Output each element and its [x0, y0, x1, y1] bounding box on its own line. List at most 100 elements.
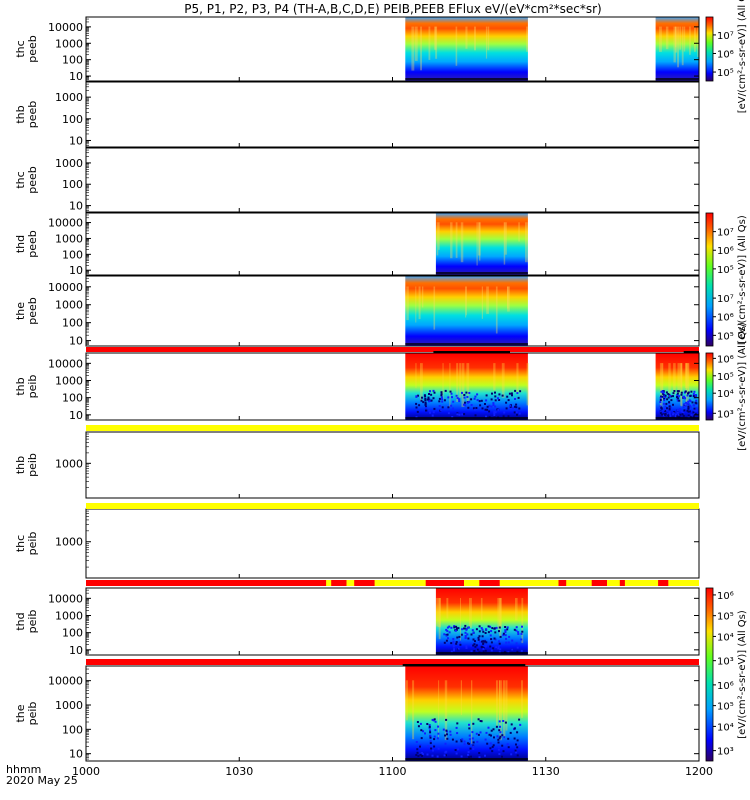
speckle — [680, 391, 683, 394]
colorbar-strip — [705, 212, 714, 347]
spectrum-streak — [433, 286, 436, 330]
speckle — [517, 396, 520, 399]
spectrum-streak — [435, 26, 438, 59]
speckle — [433, 735, 436, 738]
speckle — [682, 406, 685, 409]
speckle — [492, 744, 495, 747]
speckle — [687, 400, 690, 403]
y-tick-label: 1000 — [55, 536, 83, 549]
speckle — [484, 754, 486, 757]
speckle — [468, 756, 471, 759]
speckle — [518, 745, 521, 748]
speckle — [424, 403, 427, 406]
cb-electron-2: 10⁷ 10⁶ 10⁵ 10⁷ 10⁶ 10⁵ [eV/(cm²-s-sr-eV)] (Al… — [705, 212, 748, 347]
speckle — [684, 404, 687, 407]
speckle — [506, 743, 509, 746]
speckle — [509, 731, 512, 734]
speckle — [665, 412, 668, 415]
speckle — [490, 405, 493, 408]
speckle — [503, 736, 506, 739]
panel-thb-peib: 10000 1000 100 10 thbpeib — [14, 352, 700, 422]
speckle — [469, 747, 472, 750]
speckle — [520, 632, 523, 635]
speckle — [504, 626, 507, 628]
panel-frame — [85, 587, 700, 656]
speckle — [443, 633, 446, 636]
colorbar-tick-label: 10⁴ — [717, 722, 734, 733]
spectrum-streak — [414, 26, 418, 61]
speckle — [505, 637, 507, 640]
y-tick-label: 1000 — [55, 457, 83, 470]
speckle — [661, 395, 664, 398]
speckle — [516, 746, 519, 749]
speckle — [682, 412, 685, 415]
spectrum-streak — [460, 680, 462, 715]
speckle — [464, 401, 466, 404]
spectrum-streak — [418, 286, 421, 320]
speckle — [668, 408, 671, 411]
panels-layer: 10000100010010thcpeeb100010010thbpeeb100… — [14, 16, 700, 762]
speckle — [676, 415, 679, 418]
speckle — [687, 415, 690, 418]
speckle — [502, 415, 505, 418]
spectrum-streak — [455, 222, 458, 258]
spectrum-streak — [411, 26, 415, 71]
panel-probe: the — [14, 302, 27, 320]
speckle — [430, 399, 433, 402]
speckle — [687, 402, 690, 405]
speckle — [502, 750, 505, 753]
speckle — [468, 727, 471, 730]
speckle — [491, 745, 494, 748]
speckle — [502, 632, 505, 635]
speckle — [489, 747, 492, 750]
speckle — [485, 415, 487, 418]
speckle — [661, 392, 664, 395]
speckle — [430, 745, 432, 748]
speckle — [416, 721, 419, 723]
panel-frame — [85, 275, 700, 347]
speckle — [694, 394, 697, 396]
speckle — [490, 630, 493, 632]
speckle — [475, 628, 478, 631]
speckle — [452, 638, 455, 640]
panel-product: peib — [26, 453, 39, 477]
speckle — [472, 407, 475, 410]
speckle — [429, 729, 431, 732]
speckle — [444, 389, 447, 392]
speckle — [485, 399, 488, 402]
speckle — [676, 399, 679, 402]
panel-frame — [85, 352, 700, 421]
speckle — [686, 409, 689, 412]
speckle — [421, 396, 423, 399]
speckle — [454, 629, 457, 632]
y-tick-label: 100 — [62, 113, 83, 126]
speckle — [498, 393, 501, 396]
speckle — [492, 728, 495, 731]
low-energy-trace — [405, 78, 528, 80]
speckle — [467, 626, 470, 629]
speckle — [419, 745, 421, 748]
y-tick-label: 1000 — [55, 91, 83, 104]
speckle — [687, 407, 690, 410]
speckle — [424, 398, 427, 400]
speckle — [478, 752, 481, 754]
speckle — [432, 397, 435, 400]
speckle — [485, 731, 488, 734]
speckle — [472, 748, 475, 750]
time-axis: 1000 1030 1100 1130 1200 — [72, 765, 713, 778]
speckle — [444, 742, 447, 745]
y-tick-label: 10000 — [48, 281, 83, 294]
spectrum-streak — [481, 286, 483, 319]
speckle — [485, 394, 488, 397]
speckle — [428, 393, 430, 395]
spectrum-streak — [526, 26, 528, 52]
speckle — [427, 396, 430, 399]
speckle — [445, 718, 448, 721]
y-tick-label: 10000 — [48, 21, 83, 34]
speckle — [683, 395, 685, 398]
speckle — [419, 753, 422, 756]
speckle — [440, 394, 443, 397]
speckle — [693, 407, 696, 410]
flag-bar-base — [86, 503, 699, 509]
